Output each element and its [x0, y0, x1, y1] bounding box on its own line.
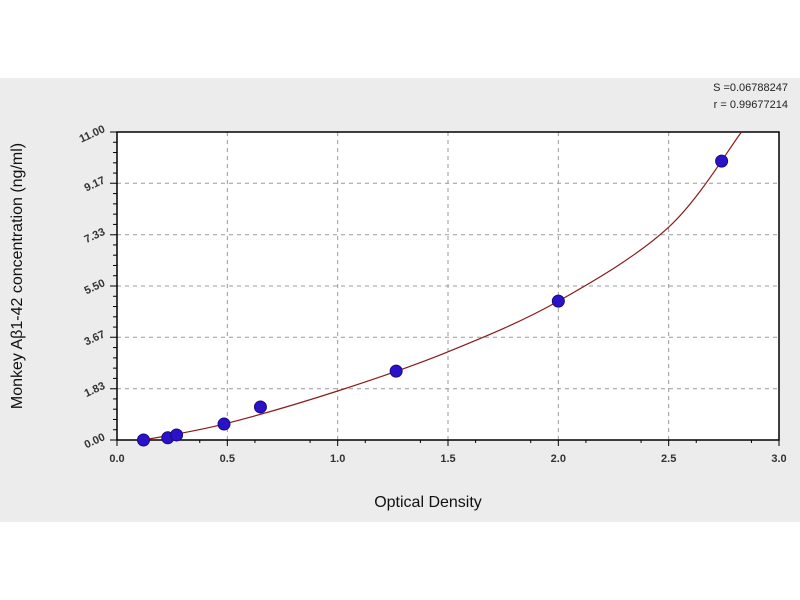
- x-tick-label: 1.5: [440, 453, 455, 465]
- x-tick-label: 1.0: [330, 453, 345, 465]
- data-point: [253, 400, 267, 414]
- data-point: [551, 294, 565, 308]
- x-tick-label: 0.0: [109, 453, 124, 465]
- plot-border: [116, 131, 780, 441]
- y-tick-label: 9.17: [83, 174, 107, 194]
- x-tick-label: 0.5: [220, 453, 235, 465]
- y-tick-label: 0.00: [83, 431, 107, 451]
- y-tick-label: 7.33: [83, 226, 107, 246]
- data-point: [170, 428, 184, 442]
- s-value: S =0.06788247: [713, 82, 788, 94]
- data-point: [715, 154, 729, 168]
- x-tick-label: 3.0: [771, 453, 786, 465]
- r-value: r = 0.99677214: [713, 99, 788, 111]
- x-tick-label: 2.5: [661, 453, 676, 465]
- data-point: [389, 364, 403, 378]
- x-axis-label: Optical Density: [374, 494, 482, 511]
- y-tick-label: 3.67: [83, 328, 107, 348]
- data-point: [217, 417, 231, 431]
- x-tick-label: 2.0: [551, 453, 566, 465]
- y-tick-label: 11.00: [78, 123, 107, 145]
- y-tick-label: 5.50: [83, 277, 107, 297]
- data-point: [136, 433, 150, 447]
- y-tick-label: 1.83: [83, 380, 107, 400]
- y-axis-label: Monkey Aβ1-42 concentration (ng/ml): [9, 143, 26, 409]
